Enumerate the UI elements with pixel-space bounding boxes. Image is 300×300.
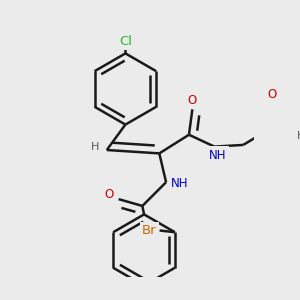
Text: NH: NH (209, 148, 226, 162)
Text: H: H (91, 142, 99, 152)
Text: Cl: Cl (119, 35, 132, 48)
Text: O: O (105, 188, 114, 201)
Text: Br: Br (142, 224, 157, 237)
Text: O: O (267, 88, 277, 101)
Text: NH: NH (171, 177, 188, 190)
Text: H: H (297, 131, 300, 141)
Text: O: O (188, 94, 197, 106)
